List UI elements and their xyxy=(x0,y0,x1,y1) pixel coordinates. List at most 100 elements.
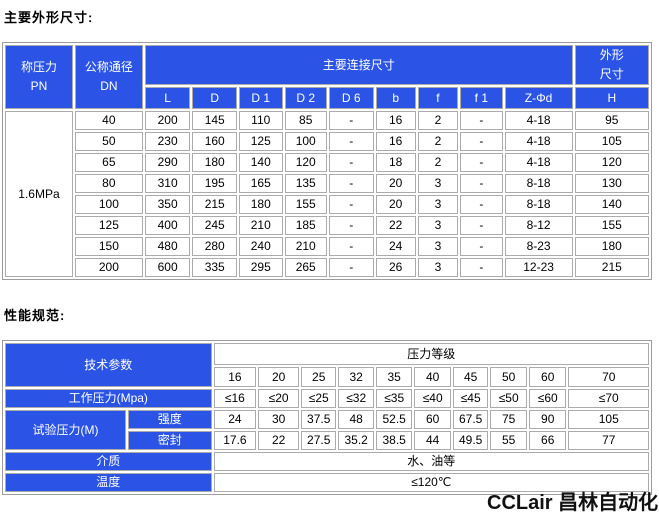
table-cell: ≤45 xyxy=(452,389,489,409)
table-row: 50 230 160 125 100 - 16 2 - 4-18 105 xyxy=(5,132,649,152)
table-cell: - xyxy=(460,153,503,173)
table-cell: ≤60 xyxy=(528,389,567,409)
table-cell: 200 xyxy=(144,111,191,131)
table-cell: 77 xyxy=(568,431,649,451)
dimensions-table: 称压力 PN 公称通径 DN 主要连接尺寸 外形 尺寸 L D D 1 D 2 … xyxy=(2,42,652,281)
table-cell: 155 xyxy=(574,216,649,236)
header-tech-params: 技术参数 xyxy=(5,343,212,388)
table-cell: 48 xyxy=(338,410,374,430)
table-cell: 49.5 xyxy=(452,431,489,451)
table-cell: 26 xyxy=(375,258,416,278)
table-cell: 38.5 xyxy=(375,431,413,451)
table-cell: 65 xyxy=(74,153,143,173)
performance-table: 技术参数 压力等级 16 20 25 32 35 40 45 50 60 70 … xyxy=(2,340,652,496)
subheader-D2: D 2 xyxy=(284,87,327,110)
table-cell: 4-18 xyxy=(504,153,573,173)
table-cell: 22 xyxy=(375,216,416,236)
table-cell: 3 xyxy=(417,258,459,278)
header-outline-line2: 尺寸 xyxy=(599,67,624,82)
table-cell: 37.5 xyxy=(300,410,337,430)
table-cell: 215 xyxy=(192,195,237,215)
table-cell: 295 xyxy=(239,258,283,278)
table-row: 1.6MPa 40 200 145 110 85 - 16 2 - 4-18 9… xyxy=(5,111,649,278)
table-cell: 12-23 xyxy=(504,258,573,278)
table-cell: 2 xyxy=(417,153,459,173)
table-cell: 66 xyxy=(528,431,567,451)
table-cell: - xyxy=(460,216,503,236)
table-cell: 60 xyxy=(528,367,567,388)
table-cell: 240 xyxy=(239,237,283,257)
table-cell: 400 xyxy=(144,216,191,236)
table-cell: - xyxy=(328,216,374,236)
subheader-Zd: Z-Φd xyxy=(504,87,573,110)
subheader-f1: f 1 xyxy=(460,87,503,110)
header-outline-dims: 外形 尺寸 xyxy=(574,45,649,86)
table-cell: 27.5 xyxy=(300,431,337,451)
label-seal: 密封 xyxy=(128,431,212,451)
table-cell: 140 xyxy=(574,195,649,215)
table-cell: 210 xyxy=(239,216,283,236)
table-cell: ≤70 xyxy=(568,389,649,409)
header-pn-line2: PN xyxy=(30,79,48,94)
section-title-performance: 性能规范: xyxy=(4,308,66,324)
table-cell: 100 xyxy=(284,132,327,152)
header-dn: 公称通径 DN xyxy=(74,45,143,110)
table-cell: 105 xyxy=(574,132,649,152)
table-cell: ≤40 xyxy=(414,389,451,409)
table-cell: 16 xyxy=(375,111,416,131)
subheader-f: f xyxy=(417,87,459,110)
table-cell: - xyxy=(460,237,503,257)
header-pressure-grade: 压力等级 xyxy=(213,343,649,366)
table-cell: 85 xyxy=(284,111,327,131)
table-cell: 95 xyxy=(574,111,649,131)
table-cell: 8-23 xyxy=(504,237,573,257)
table-cell: 90 xyxy=(528,410,567,430)
table-cell: 50 xyxy=(74,132,143,152)
dimensions-subheader-row: L D D 1 D 2 D 6 b f f 1 Z-Φd H xyxy=(5,87,649,110)
table-cell: ≤25 xyxy=(300,389,337,409)
subheader-D: D xyxy=(192,87,237,110)
table-cell: 17.6 xyxy=(213,431,257,451)
table-cell: 30 xyxy=(258,410,299,430)
table-cell: 130 xyxy=(574,174,649,194)
seal-row: 密封 17.6 22 27.5 35.2 38.5 44 49.5 55 66 … xyxy=(5,431,649,451)
table-cell: - xyxy=(328,111,374,131)
working-pressure-row: 工作压力(Mpa) ≤16 ≤20 ≤25 ≤32 ≤35 ≤40 ≤45 ≤5… xyxy=(5,389,649,409)
header-pn: 称压力 PN xyxy=(5,45,73,110)
table-cell: 230 xyxy=(144,132,191,152)
subheader-L: L xyxy=(144,87,191,110)
table-cell: 600 xyxy=(144,258,191,278)
table-row: 150 480 280 240 210 - 24 3 - 8-23 180 xyxy=(5,237,649,257)
table-cell: 40 xyxy=(74,111,143,131)
grade-values-row: 16 20 25 32 35 40 45 50 60 70 xyxy=(5,367,649,388)
table-cell: 145 xyxy=(192,111,237,131)
temperature-row: 温度 ≤120℃ xyxy=(5,473,649,493)
table-cell: 55 xyxy=(490,431,527,451)
table-cell: 200 xyxy=(74,258,143,278)
table-cell: 60 xyxy=(414,410,451,430)
label-strength: 强度 xyxy=(128,410,212,430)
table-cell: - xyxy=(328,174,374,194)
table-cell: 18 xyxy=(375,153,416,173)
label-medium: 介质 xyxy=(5,452,212,472)
cell-temperature-value: ≤120℃ xyxy=(213,473,649,493)
table-cell: 20 xyxy=(258,367,299,388)
table-cell: 335 xyxy=(192,258,237,278)
watermark-logo: CCLair 昌林自动化 xyxy=(487,492,659,514)
table-cell: 350 xyxy=(144,195,191,215)
table-cell: 32 xyxy=(338,367,374,388)
table-cell: 80 xyxy=(74,174,143,194)
table-cell: ≤32 xyxy=(338,389,374,409)
table-cell: - xyxy=(328,195,374,215)
strength-row: 试验压力(M) 强度 24 30 37.5 48 52.5 60 67.5 75… xyxy=(5,410,649,451)
subheader-H: H xyxy=(574,87,649,110)
table-cell: 24 xyxy=(375,237,416,257)
table-cell: 22 xyxy=(258,431,299,451)
table-row: 125 400 245 210 185 - 22 3 - 8-12 155 xyxy=(5,216,649,236)
table-cell: 35.2 xyxy=(338,431,374,451)
table-cell: 40 xyxy=(414,367,451,388)
table-cell: 185 xyxy=(284,216,327,236)
table-cell: 4-18 xyxy=(504,111,573,131)
table-cell: 480 xyxy=(144,237,191,257)
